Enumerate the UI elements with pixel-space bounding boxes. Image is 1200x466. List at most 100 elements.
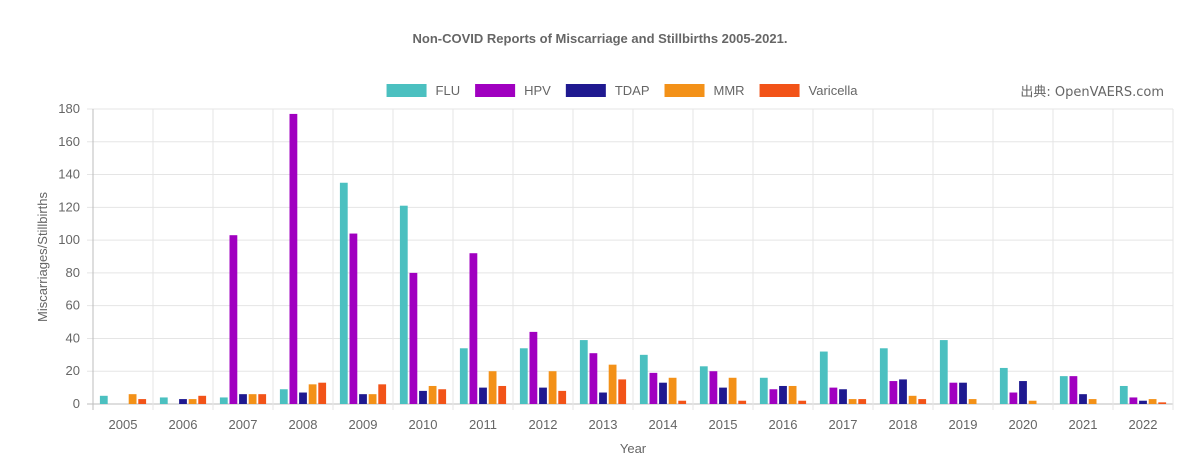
x-tick-label: 2016 (769, 417, 798, 432)
bar-hpv-2014[interactable] (650, 373, 658, 404)
bar-tdap-2021[interactable] (1079, 394, 1087, 404)
chart-title: Non-COVID Reports of Miscarriage and Sti… (413, 31, 788, 46)
bar-hpv-2018[interactable] (890, 381, 898, 404)
bar-flu-2014[interactable] (640, 355, 648, 404)
bar-mmr-2011[interactable] (489, 371, 497, 404)
bar-varicella-2016[interactable] (798, 401, 806, 404)
bar-tdap-2012[interactable] (539, 388, 547, 404)
bar-hpv-2008[interactable] (290, 114, 298, 404)
bar-hpv-2021[interactable] (1070, 376, 1078, 404)
legend-item-varicella[interactable]: Varicella (760, 83, 859, 98)
bar-tdap-2019[interactable] (959, 383, 967, 404)
bar-tdap-2006[interactable] (179, 399, 187, 404)
bar-varicella-2018[interactable] (918, 399, 926, 404)
bar-tdap-2018[interactable] (899, 379, 907, 404)
bar-tdap-2016[interactable] (779, 386, 787, 404)
bar-flu-2015[interactable] (700, 366, 708, 404)
bar-flu-2009[interactable] (340, 183, 348, 404)
x-tick-label: 2010 (409, 417, 438, 432)
bar-hpv-2016[interactable] (770, 389, 778, 404)
bar-mmr-2020[interactable] (1029, 401, 1037, 404)
bar-varicella-2007[interactable] (258, 394, 266, 404)
bar-mmr-2010[interactable] (429, 386, 437, 404)
bar-mmr-2018[interactable] (909, 396, 917, 404)
bar-hpv-2007[interactable] (230, 235, 238, 404)
bar-varicella-2022[interactable] (1158, 402, 1166, 404)
bar-mmr-2007[interactable] (249, 394, 257, 404)
legend-item-flu[interactable]: FLU (387, 83, 461, 98)
bar-varicella-2015[interactable] (738, 401, 746, 404)
bar-mmr-2022[interactable] (1149, 399, 1157, 404)
bar-flu-2018[interactable] (880, 348, 888, 404)
legend-item-mmr[interactable]: MMR (665, 83, 745, 98)
bar-hpv-2015[interactable] (710, 371, 718, 404)
bar-mmr-2013[interactable] (609, 365, 617, 404)
bar-flu-2007[interactable] (220, 397, 228, 404)
bar-varicella-2017[interactable] (858, 399, 866, 404)
bar-tdap-2013[interactable] (599, 393, 607, 404)
bar-flu-2021[interactable] (1060, 376, 1068, 404)
bar-tdap-2007[interactable] (239, 394, 247, 404)
bar-flu-2006[interactable] (160, 397, 168, 404)
bar-flu-2020[interactable] (1000, 368, 1008, 404)
legend-swatch (387, 84, 427, 97)
bar-hpv-2019[interactable] (950, 383, 958, 404)
x-tick-label: 2020 (1009, 417, 1038, 432)
legend-label: MMR (714, 83, 745, 98)
bar-mmr-2006[interactable] (189, 399, 197, 404)
bar-mmr-2021[interactable] (1089, 399, 1097, 404)
bar-mmr-2019[interactable] (969, 399, 977, 404)
bar-flu-2010[interactable] (400, 206, 408, 404)
bar-varicella-2014[interactable] (678, 401, 686, 404)
bar-varicella-2008[interactable] (318, 383, 326, 404)
bar-tdap-2011[interactable] (479, 388, 487, 404)
bar-mmr-2005[interactable] (129, 394, 137, 404)
bar-varicella-2009[interactable] (378, 384, 386, 404)
bar-flu-2016[interactable] (760, 378, 768, 404)
bar-flu-2017[interactable] (820, 352, 828, 404)
y-tick-label: 20 (66, 363, 80, 378)
bar-mmr-2012[interactable] (549, 371, 557, 404)
bar-tdap-2015[interactable] (719, 388, 727, 404)
bar-hpv-2009[interactable] (350, 234, 358, 404)
bar-flu-2012[interactable] (520, 348, 528, 404)
bar-hpv-2013[interactable] (590, 353, 598, 404)
bar-tdap-2020[interactable] (1019, 381, 1027, 404)
bar-hpv-2022[interactable] (1130, 397, 1138, 404)
y-tick-label: 80 (66, 265, 80, 280)
bar-tdap-2022[interactable] (1139, 401, 1147, 404)
legend-item-tdap[interactable]: TDAP (566, 83, 650, 98)
bar-varicella-2011[interactable] (498, 386, 506, 404)
bar-flu-2005[interactable] (100, 396, 108, 404)
bar-flu-2022[interactable] (1120, 386, 1128, 404)
bar-flu-2008[interactable] (280, 389, 288, 404)
bar-mmr-2014[interactable] (669, 378, 677, 404)
bar-tdap-2008[interactable] (299, 393, 307, 404)
bar-hpv-2020[interactable] (1010, 393, 1018, 404)
bar-mmr-2009[interactable] (369, 394, 377, 404)
bar-hpv-2011[interactable] (470, 253, 478, 404)
bar-flu-2011[interactable] (460, 348, 468, 404)
bar-mmr-2016[interactable] (789, 386, 797, 404)
bar-tdap-2010[interactable] (419, 391, 427, 404)
bar-varicella-2010[interactable] (438, 389, 446, 404)
legend-item-hpv[interactable]: HPV (475, 83, 551, 98)
bar-hpv-2010[interactable] (410, 273, 418, 404)
bar-flu-2019[interactable] (940, 340, 948, 404)
bar-hpv-2017[interactable] (830, 388, 838, 404)
x-tick-label: 2018 (889, 417, 918, 432)
bar-flu-2013[interactable] (580, 340, 588, 404)
bar-hpv-2012[interactable] (530, 332, 538, 404)
bar-varicella-2005[interactable] (138, 399, 146, 404)
bar-varicella-2012[interactable] (558, 391, 566, 404)
bar-mmr-2008[interactable] (309, 384, 317, 404)
bar-tdap-2009[interactable] (359, 394, 367, 404)
bar-tdap-2014[interactable] (659, 383, 667, 404)
x-tick-label: 2005 (109, 417, 138, 432)
bar-tdap-2017[interactable] (839, 389, 847, 404)
source-note: 出典: OpenVAERS.com (1020, 85, 1164, 100)
bar-varicella-2006[interactable] (198, 396, 206, 404)
bar-varicella-2013[interactable] (618, 379, 626, 404)
bar-mmr-2015[interactable] (729, 378, 737, 404)
bar-mmr-2017[interactable] (849, 399, 857, 404)
